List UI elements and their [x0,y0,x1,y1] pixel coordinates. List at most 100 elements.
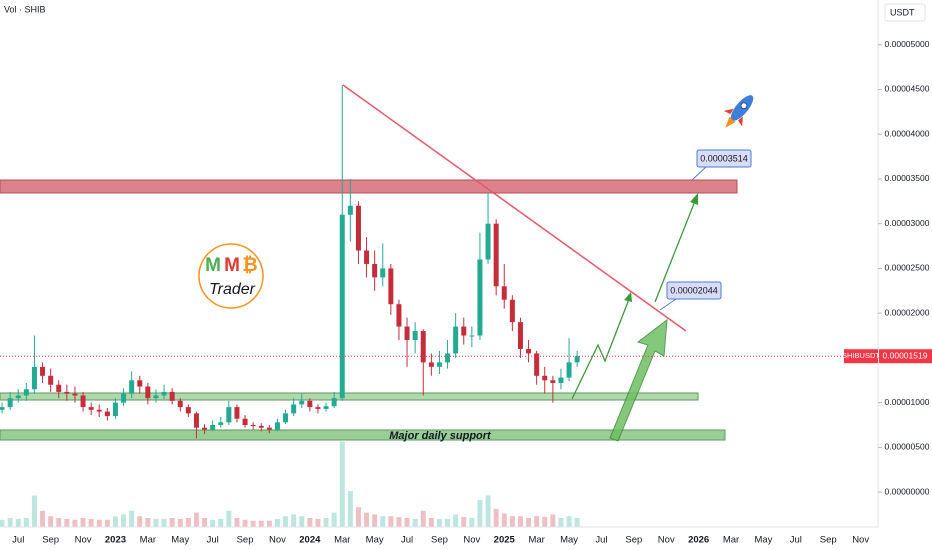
annotation-label: 0.00002044 [670,285,718,295]
volume-bar [145,518,151,527]
volume-bar [461,517,467,527]
x-tick-label: Sep [431,535,448,546]
candle-body [291,404,297,414]
volume-bar [64,518,70,527]
price-tag [879,349,932,364]
volume-bar [242,519,248,527]
candle-body [315,407,321,409]
volume-bar [291,514,297,527]
volume-bar [40,510,46,527]
x-tick-label: 2023 [105,535,126,546]
volume-bar [7,518,13,527]
volume-bar [372,514,378,527]
x-tick-label: Jul [207,535,219,546]
candle-body [396,304,402,327]
volume-bar [137,516,143,527]
x-tick-label: Mar [723,535,739,546]
volume-bar [339,441,345,527]
annotation-box [666,281,722,300]
volume-bar [129,510,135,527]
x-tick-label: Sep [625,535,642,546]
volume-bar [307,518,313,527]
candle-body [412,331,418,340]
volume-bar [331,512,337,527]
candle-body [72,393,78,396]
symbol-tag [844,349,878,364]
volume-bar [15,518,21,527]
y-tick-label: 0.00003500 [885,173,930,183]
candle-body [542,375,548,381]
volume-bar [550,514,556,527]
candle-body [137,380,143,387]
arrow-head [624,292,632,302]
volume-bar [193,512,199,527]
candle-body [420,331,426,363]
volume-bar [428,518,434,527]
rocket-icon [723,95,754,128]
major-support-zone [0,429,726,441]
volume-bar [501,513,507,527]
currency-box [884,3,926,22]
candle-body [534,353,540,376]
candle-body [40,366,46,376]
volume-bar [323,518,329,527]
candle-body [23,389,29,396]
volume-bar [88,518,94,527]
volume-bar [420,510,426,527]
candle-body [202,427,208,430]
volume-bar [477,500,483,527]
volume-bar [258,520,264,527]
volume-bar [169,518,175,527]
candle-body [461,326,467,336]
candle-body [331,398,337,407]
y-tick-label: 0.00004000 [885,128,930,138]
volume-bar [388,516,394,527]
volume-bar [104,519,110,527]
volume-bar [31,495,37,527]
annotation-label: 0.00003514 [700,153,748,163]
candle-body [347,205,353,215]
candle-body [88,407,94,410]
candle-body [250,425,256,426]
candle-body [453,326,459,354]
candle-body [258,425,264,428]
candle-body [161,391,167,396]
volume-bar [72,519,78,527]
y-tick-label: 0.00002500 [885,263,930,273]
volume-bar [202,518,208,527]
x-tick-label: 2025 [494,535,516,546]
logo-letter: ₿ [242,255,257,276]
volume-bar [210,519,216,527]
candle-body [121,393,127,403]
support-label: Major daily support [389,430,492,442]
volume-bar [493,509,499,527]
y-tick-label: 0.00004500 [885,84,930,94]
volume-bar [153,518,159,527]
x-tick-label: Nov [852,535,869,546]
candle-body [436,362,442,367]
candle-body [364,250,370,264]
x-tick-label: Jul [12,535,24,546]
volume-bar [380,516,386,527]
candle-body [372,263,378,278]
axis-layer: 0.00005000 0.00004500 0.00004000 0.00003500… [0,39,932,546]
candle-body [56,384,62,392]
x-tick-label: Sep [820,535,837,546]
chart-title: Vol · SHIB [4,4,46,14]
x-tick-label: Jul [595,535,607,546]
candle-body [526,348,532,354]
candle-body [574,356,580,363]
volume-bar [112,516,118,527]
volume-bar [161,518,167,527]
candle-body [48,375,54,385]
candle-body [388,268,394,305]
volume-bar [266,520,272,527]
candle-body [153,395,159,399]
candle-body [428,362,434,367]
candle-body [64,391,70,394]
x-tick-label: May [754,535,772,546]
candle-body [226,407,232,423]
volume-bar [250,520,256,527]
